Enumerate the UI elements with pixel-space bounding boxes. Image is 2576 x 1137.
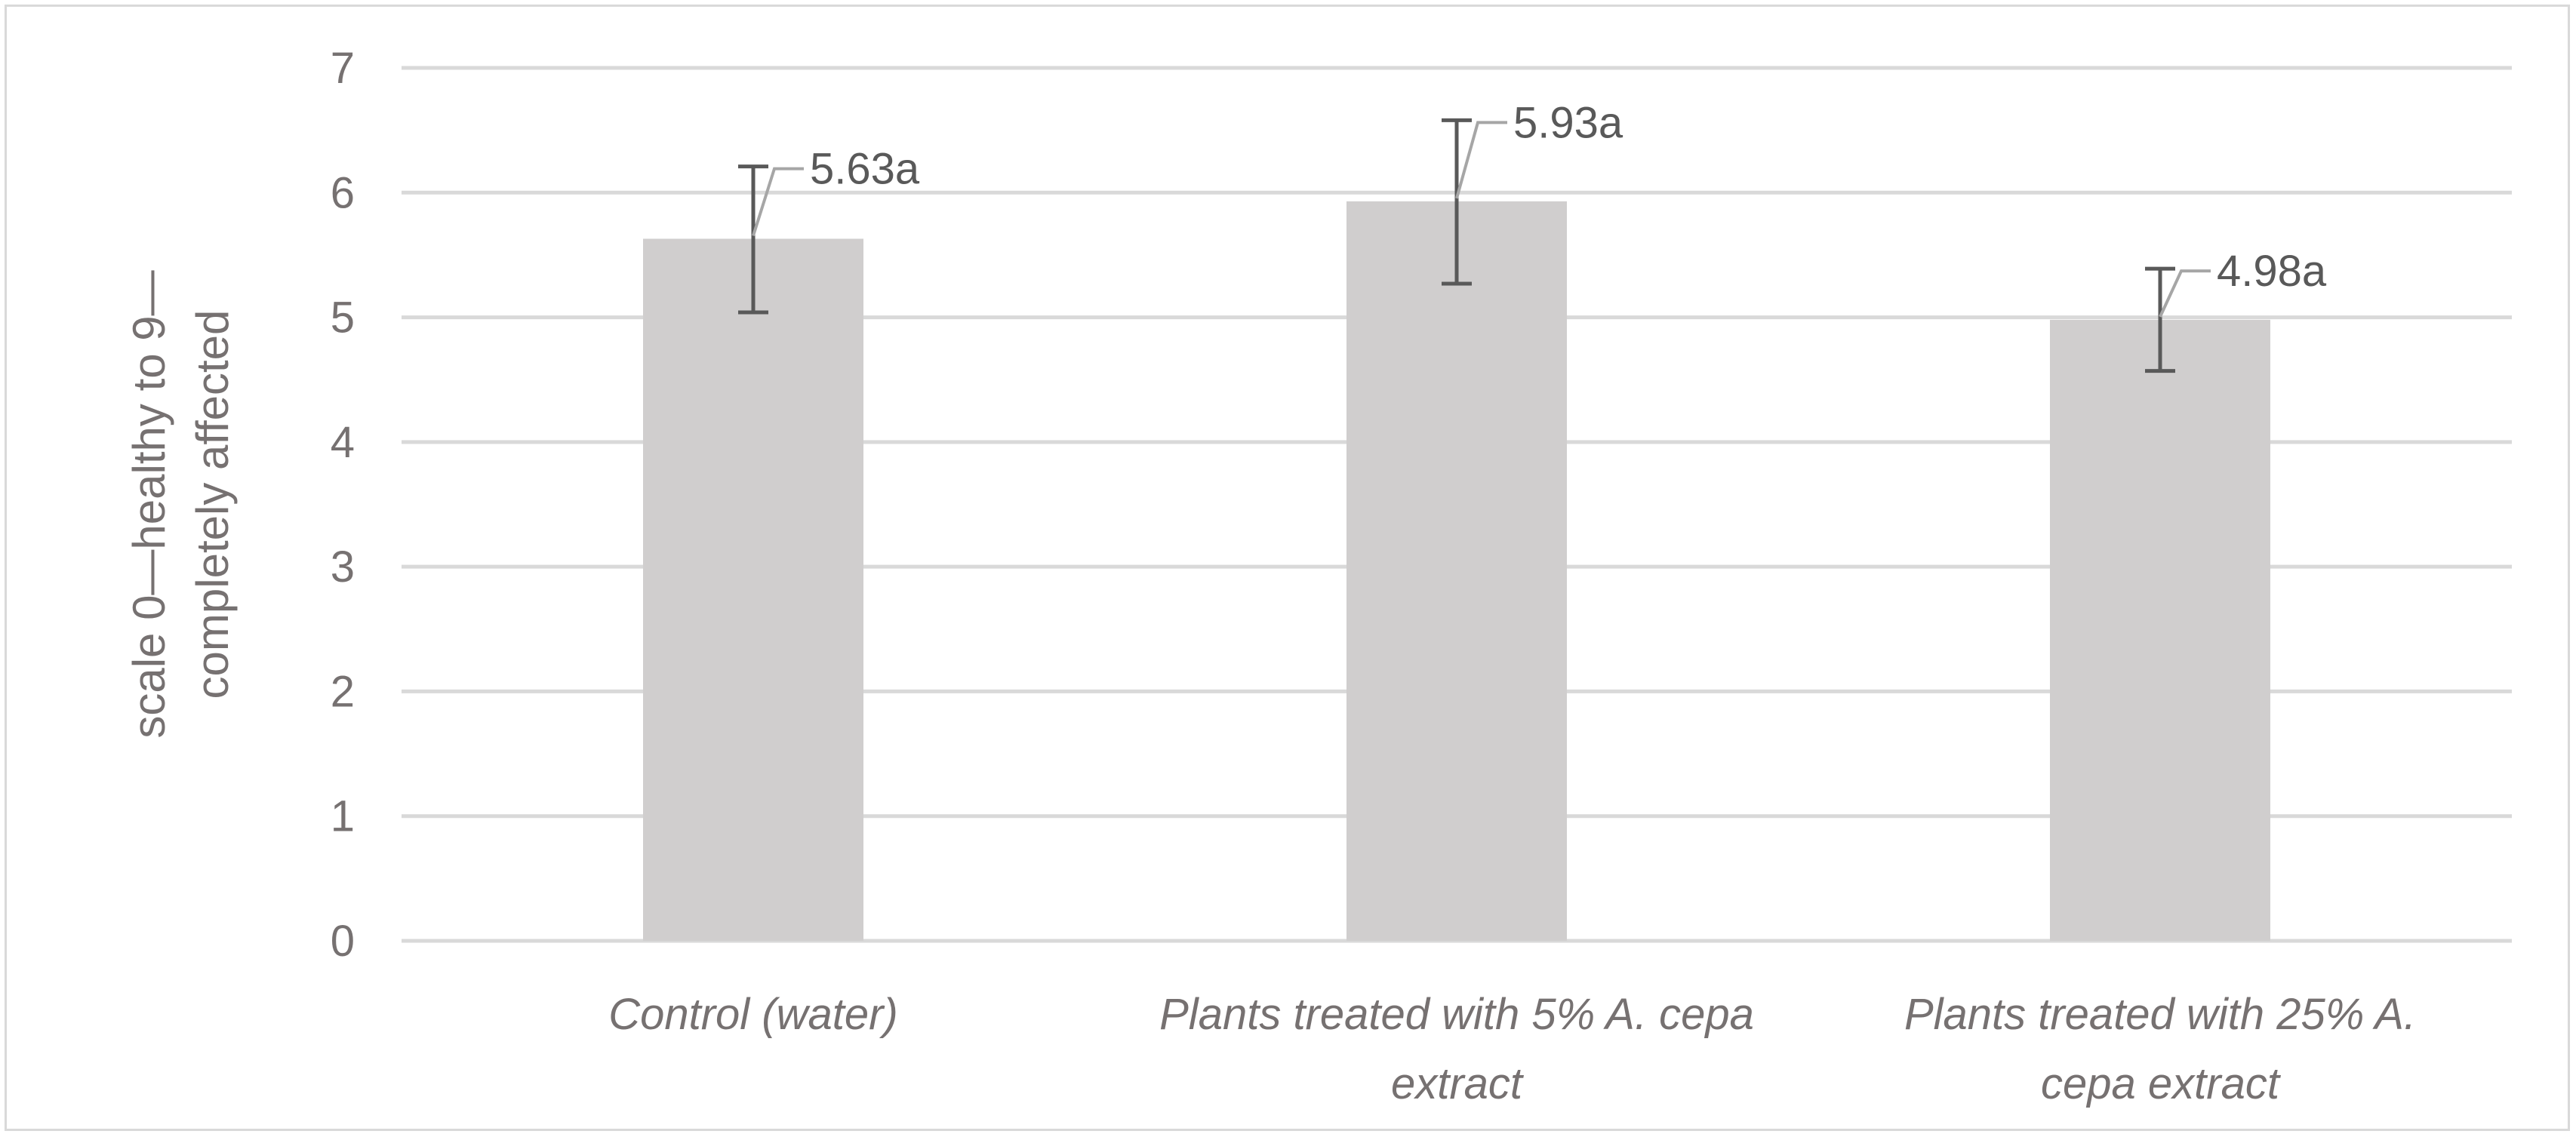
data-label-leader xyxy=(1455,121,1507,199)
x-category-label: Plants treated with 25% A. xyxy=(1904,990,2416,1039)
y-tick-label: 7 xyxy=(331,44,355,93)
bar xyxy=(643,238,863,942)
y-axis-title-line: completely affected xyxy=(187,310,238,699)
y-tick-label: 4 xyxy=(331,418,355,467)
bar xyxy=(2050,319,2270,941)
data-label: 5.63a xyxy=(810,145,920,194)
data-label: 4.98a xyxy=(2217,247,2327,296)
y-axis-title: scale 0—healthy to 9— completely affected xyxy=(124,270,238,738)
data-label-leader xyxy=(2159,269,2211,318)
y-tick-label: 3 xyxy=(331,542,355,592)
data-label-leader xyxy=(752,167,804,237)
y-axis-title-line: scale 0—healthy to 9— xyxy=(124,270,174,738)
x-category-label: extract xyxy=(1391,1059,1525,1108)
bars xyxy=(643,201,2270,942)
y-axis-ticks: 0 1 2 3 4 5 6 7 xyxy=(331,44,355,966)
y-tick-label: 5 xyxy=(331,293,355,343)
y-tick-label: 0 xyxy=(331,917,355,966)
data-label: 5.93a xyxy=(1513,98,1623,147)
x-category-label: Plants treated with 5% A. cepa xyxy=(1159,990,1754,1039)
x-category-label: cepa extract xyxy=(2041,1059,2282,1108)
y-tick-label: 1 xyxy=(331,792,355,841)
bar xyxy=(1346,201,1567,941)
y-tick-label: 2 xyxy=(331,667,355,716)
x-axis-categories: Control (water) Plants treated with 5% A.… xyxy=(608,990,2416,1108)
error-bars xyxy=(738,118,2175,373)
data-labels: 5.63a 5.93a 4.98a xyxy=(752,98,2327,318)
x-category-label: Control (water) xyxy=(608,990,898,1039)
y-tick-label: 6 xyxy=(331,168,355,217)
